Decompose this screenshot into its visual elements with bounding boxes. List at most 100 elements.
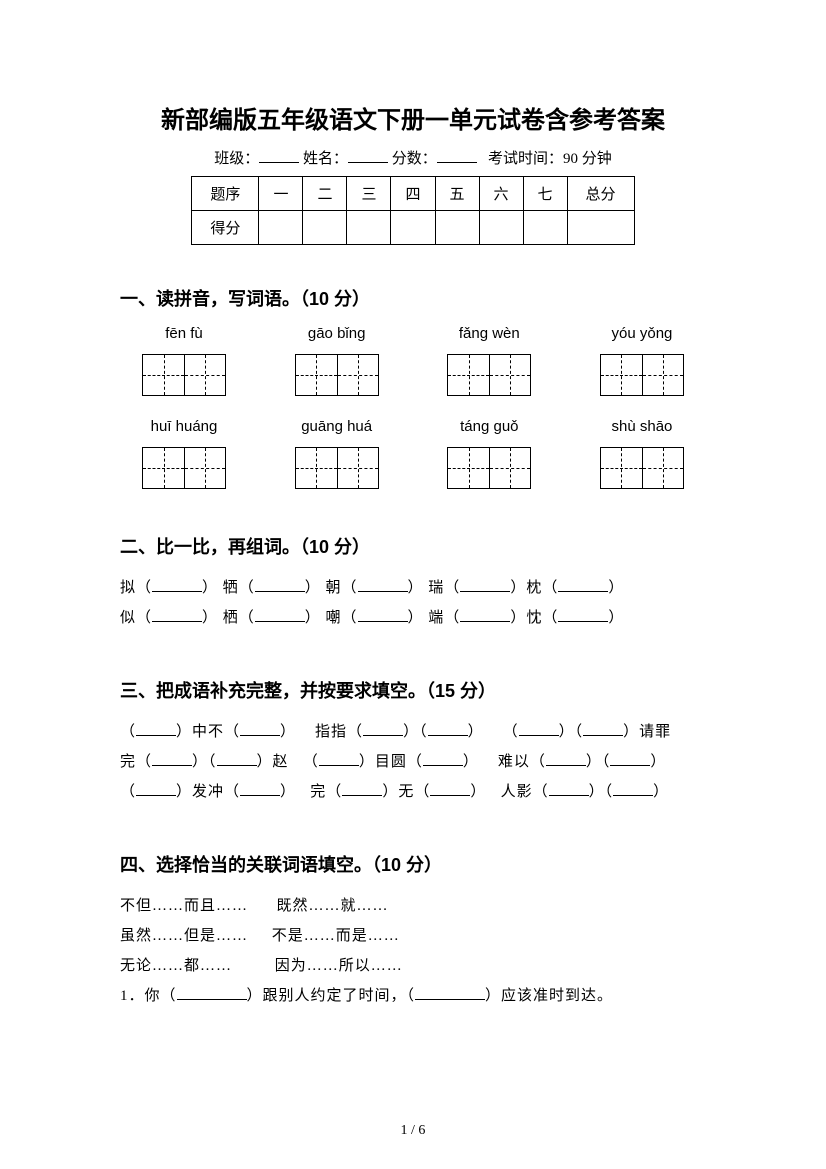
char-box-pair[interactable]	[277, 354, 397, 396]
cell-blank[interactable]	[523, 211, 567, 245]
text: ）赵	[257, 754, 289, 770]
section-2: 二、比一比，再组词。（10 分） 拟（） 牺（） 朝（） 瑞（）枕（） 似（） …	[120, 533, 706, 633]
pinyin: fǎng wèn	[429, 325, 549, 342]
pinyin-group: yóu yǒng	[582, 325, 702, 348]
text: 无论……都……	[120, 958, 232, 974]
char-box-pair[interactable]	[582, 354, 702, 396]
text: ）应该准时到达。	[485, 988, 613, 1004]
text: ）目圆（	[359, 754, 423, 770]
score-blank[interactable]	[437, 149, 477, 163]
char-box-row	[120, 354, 706, 396]
cell-blank[interactable]	[347, 211, 391, 245]
text: ）	[608, 580, 624, 596]
blank[interactable]	[549, 782, 589, 796]
text: ）（	[589, 784, 614, 800]
blank[interactable]	[136, 782, 176, 796]
blank[interactable]	[240, 782, 280, 796]
pinyin: fēn fù	[124, 325, 244, 342]
text: 1．你（	[120, 988, 177, 1004]
cell: 七	[523, 177, 567, 211]
text: ）枕（	[510, 580, 558, 596]
blank[interactable]	[423, 752, 463, 766]
text: ） 瑞（	[408, 580, 461, 596]
question-line: （）发冲（） 完（）无（） 人影（）（）	[120, 777, 706, 807]
blank[interactable]	[177, 986, 247, 1000]
pinyin-group: huī huáng	[124, 418, 244, 441]
cell-blank[interactable]	[435, 211, 479, 245]
section-heading: 二、比一比，再组词。（10 分）	[120, 533, 706, 559]
text: ）	[280, 784, 296, 800]
text: 完（	[120, 754, 152, 770]
blank[interactable]	[240, 722, 280, 736]
blank[interactable]	[342, 782, 382, 796]
blank[interactable]	[460, 608, 510, 622]
section-4: 四、选择恰当的关联词语填空。（10 分） 不但……而且…… 既然……就…… 虽然…	[120, 851, 706, 1011]
question-line: 1．你（ ）跟别人约定了时间，（ ）应该准时到达。	[120, 981, 706, 1011]
char-box-pair[interactable]	[429, 447, 549, 489]
char-box-pair[interactable]	[124, 447, 244, 489]
exam-time: 考试时间：90 分钟	[488, 151, 612, 167]
name-blank[interactable]	[348, 149, 388, 163]
text: ）中不（	[176, 724, 240, 740]
pinyin-group: gāo bǐng	[277, 325, 397, 348]
blank[interactable]	[363, 722, 403, 736]
page-number: 1 / 6	[0, 1123, 826, 1139]
blank[interactable]	[546, 752, 586, 766]
blank[interactable]	[255, 578, 305, 592]
text: ）	[468, 724, 484, 740]
text: 完（	[310, 784, 342, 800]
blank[interactable]	[460, 578, 510, 592]
text: （	[120, 784, 136, 800]
text: ）	[650, 754, 666, 770]
blank[interactable]	[558, 578, 608, 592]
text: ）跟别人约定了时间，（	[247, 988, 416, 1004]
blank[interactable]	[430, 782, 470, 796]
pinyin-group: táng guǒ	[429, 418, 549, 441]
char-box-pair[interactable]	[582, 447, 702, 489]
text: 拟（	[120, 580, 152, 596]
cell-blank[interactable]	[259, 211, 303, 245]
section-1: 一、读拼音，写词语。（10 分） fēn fù gāo bǐng fǎng wè…	[120, 285, 706, 489]
cell-blank[interactable]	[479, 211, 523, 245]
blank[interactable]	[358, 608, 408, 622]
cell-blank[interactable]	[303, 211, 347, 245]
text: 虽然……但是……	[120, 928, 248, 944]
blank[interactable]	[217, 752, 257, 766]
cell: 得分	[192, 211, 259, 245]
class-blank[interactable]	[259, 149, 299, 163]
pinyin-group: guāng huá	[277, 418, 397, 441]
meta-row: 班级： 姓名： 分数： 考试时间：90 分钟	[120, 147, 706, 168]
blank[interactable]	[255, 608, 305, 622]
question-line: 完（）（）赵 （）目圆（） 难以（）（）	[120, 747, 706, 777]
class-label: 班级：	[214, 151, 259, 167]
blank[interactable]	[610, 752, 650, 766]
cell: 六	[479, 177, 523, 211]
text: ）（	[403, 724, 428, 740]
char-box-pair[interactable]	[277, 447, 397, 489]
blank[interactable]	[583, 722, 623, 736]
cell-blank[interactable]	[391, 211, 435, 245]
blank[interactable]	[152, 578, 202, 592]
char-box-pair[interactable]	[429, 354, 549, 396]
blank[interactable]	[613, 782, 653, 796]
char-box-row	[120, 447, 706, 489]
pinyin-group: fǎng wèn	[429, 325, 549, 348]
pinyin: guāng huá	[277, 418, 397, 435]
blank[interactable]	[415, 986, 485, 1000]
char-box-pair[interactable]	[124, 354, 244, 396]
blank[interactable]	[358, 578, 408, 592]
blank[interactable]	[152, 752, 192, 766]
cell-blank[interactable]	[567, 211, 634, 245]
text: 似（	[120, 610, 152, 626]
blank[interactable]	[136, 722, 176, 736]
blank[interactable]	[558, 608, 608, 622]
pinyin-group: shù shāo	[582, 418, 702, 441]
score-table: 题序 一 二 三 四 五 六 七 总分 得分	[191, 176, 634, 245]
blank[interactable]	[428, 722, 468, 736]
blank[interactable]	[519, 722, 559, 736]
blank[interactable]	[152, 608, 202, 622]
text: 既然……就……	[277, 898, 389, 914]
blank[interactable]	[319, 752, 359, 766]
text: ）发冲（	[176, 784, 240, 800]
question-line: （）中不（） 指指（）（） （）（）请罪	[120, 717, 706, 747]
